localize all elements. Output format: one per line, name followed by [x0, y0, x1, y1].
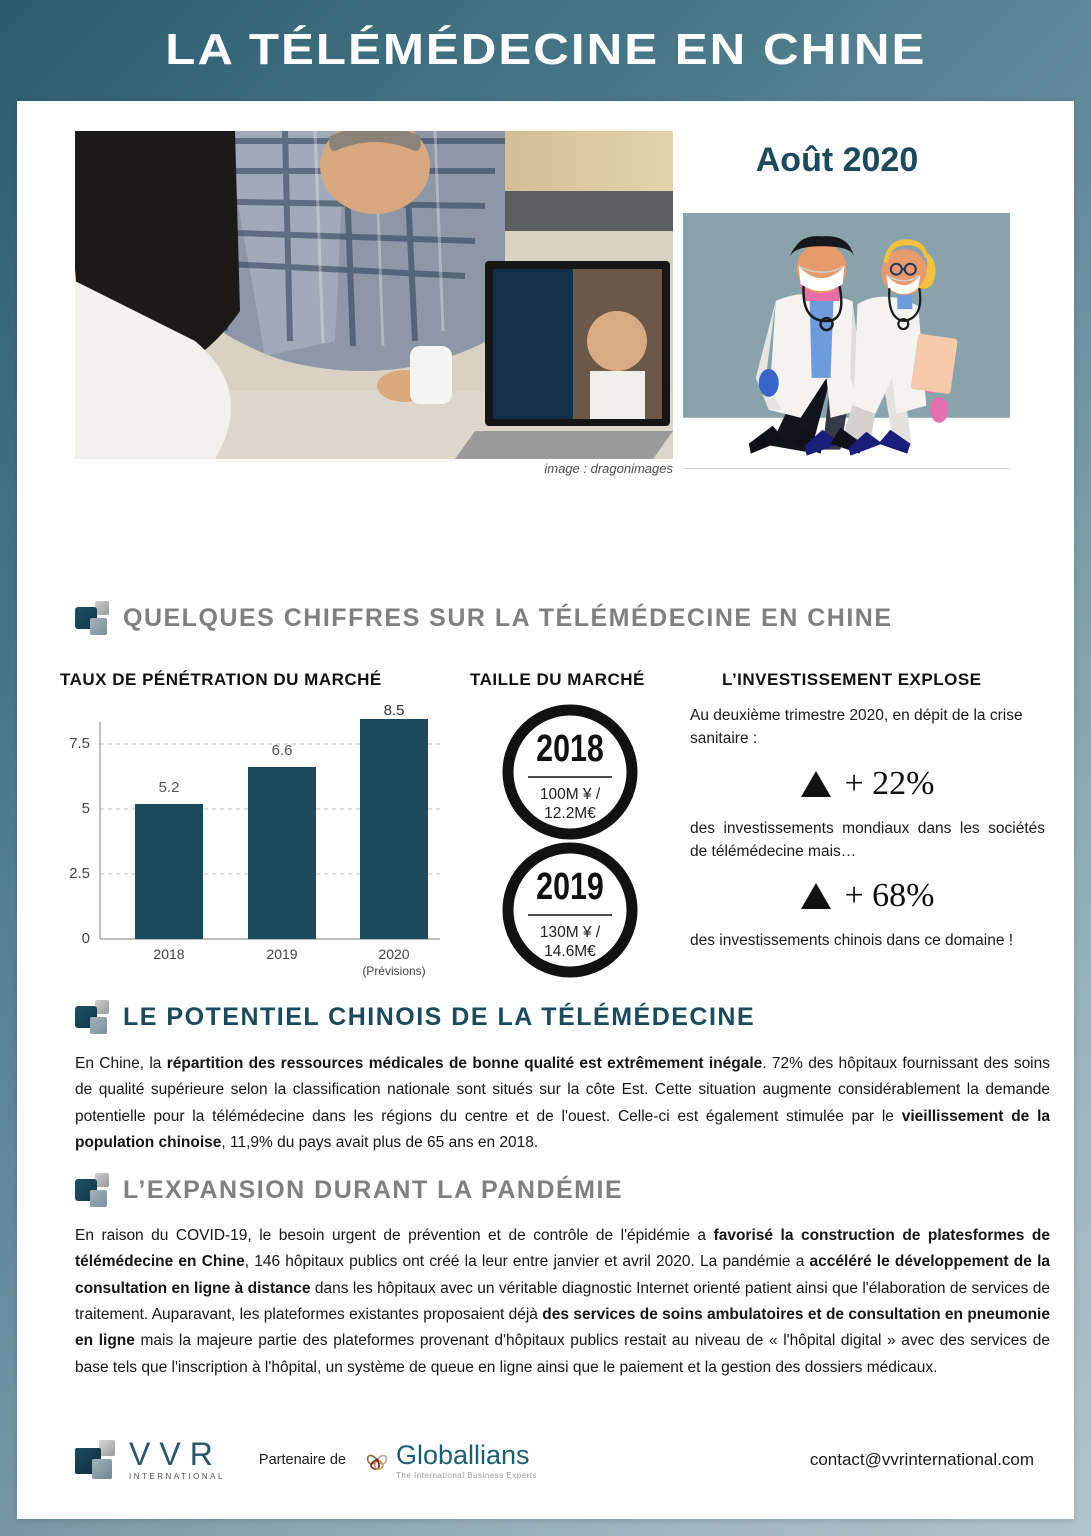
svg-text:2020: 2020 — [378, 946, 409, 962]
svg-text:0: 0 — [82, 930, 90, 947]
svg-text:6.6: 6.6 — [272, 742, 293, 759]
svg-text:130M ¥ /: 130M ¥ / — [540, 924, 601, 941]
svg-text:12.2M€: 12.2M€ — [544, 805, 596, 822]
svg-text:100M ¥ /: 100M ¥ / — [540, 786, 601, 803]
svg-text:5.2: 5.2 — [159, 779, 180, 796]
svg-text:2019: 2019 — [266, 946, 297, 962]
svg-text:(Prévisions): (Prévisions) — [362, 964, 425, 978]
svg-text:14.6M€: 14.6M€ — [544, 943, 596, 960]
svg-text:8.5: 8.5 — [384, 704, 405, 719]
svg-text:2.5: 2.5 — [69, 865, 90, 882]
svg-text:2018: 2018 — [536, 728, 604, 770]
svg-text:2019: 2019 — [536, 866, 604, 908]
svg-text:7.5: 7.5 — [69, 735, 90, 752]
svg-text:5: 5 — [82, 800, 90, 817]
svg-text:2018: 2018 — [153, 946, 184, 962]
